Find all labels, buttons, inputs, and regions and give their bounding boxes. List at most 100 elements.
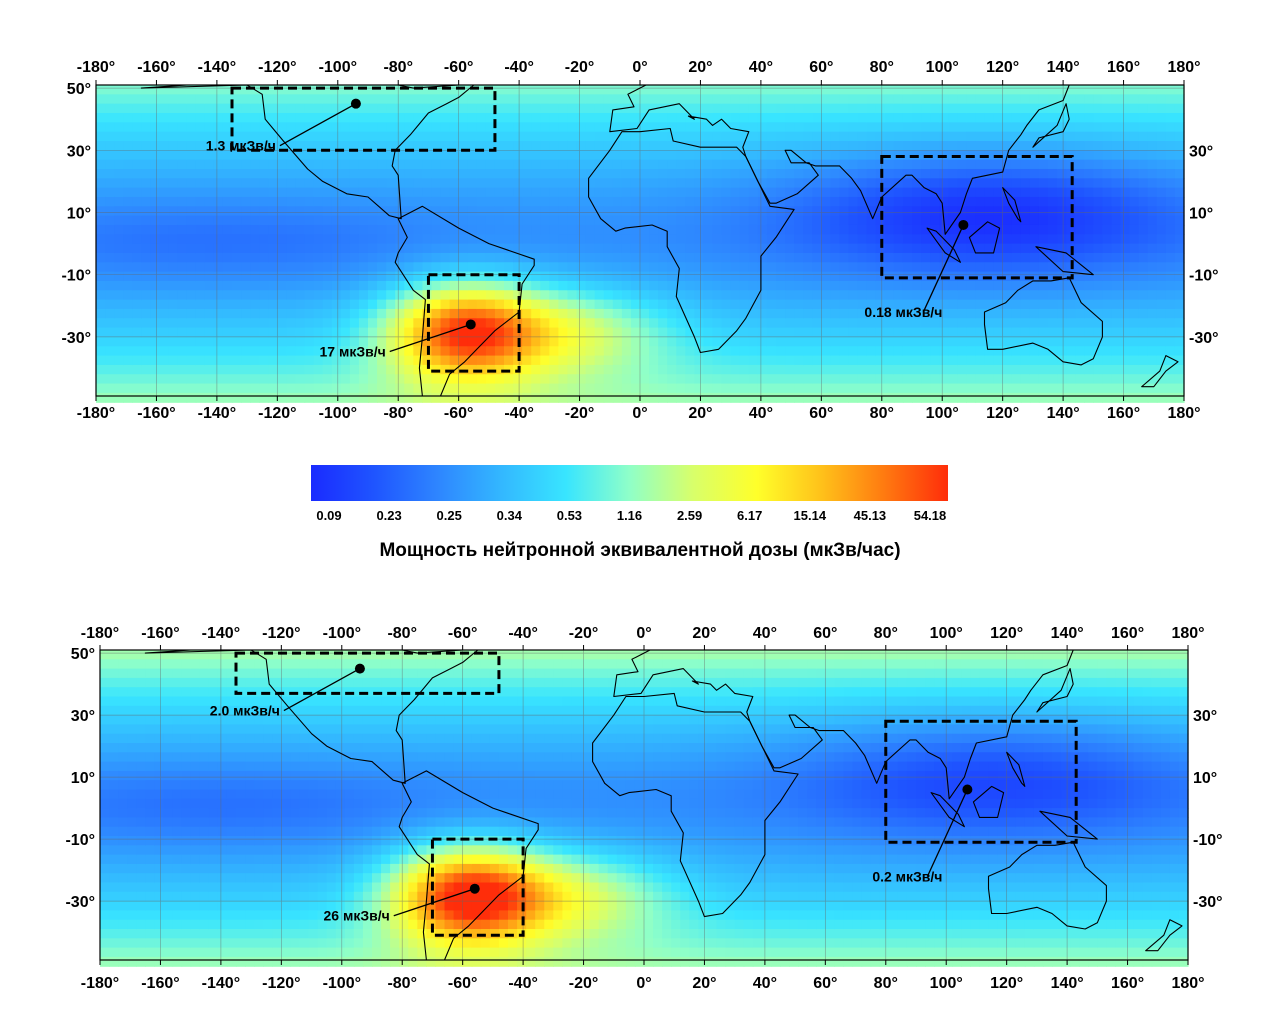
sample-point (469, 883, 480, 894)
lon-tick-label-top: -40° (504, 59, 534, 76)
lon-tick-label-top: 80° (870, 59, 894, 76)
lon-tick-label-top: -60° (444, 59, 474, 76)
colorbar-tick-label: 0.34 (496, 508, 522, 523)
region-box (880, 155, 1074, 280)
axis-ticks: -180° -180° -160° -160° -140° -140° -120° -120°… (61, 59, 1218, 422)
lon-tick-label-top: 40° (753, 625, 777, 642)
dose-value-label: 2.0 мкЗв/ч (210, 703, 280, 719)
lon-tick-label-bottom: -40° (508, 975, 538, 992)
lon-tick-label-bottom: 160° (1107, 405, 1140, 422)
lon-tick-label-bottom: -20° (565, 405, 595, 422)
lon-tick-label-bottom: -140° (198, 405, 236, 422)
lon-tick-label-top: 60° (813, 625, 837, 642)
lon-tick-label-top: -160° (141, 625, 179, 642)
lat-tick-label-right: -30° (1189, 330, 1219, 347)
sample-point (350, 98, 361, 109)
lat-tick-label-left: -10° (65, 832, 95, 849)
lon-tick-label-top: -120° (258, 59, 296, 76)
lat-tick-label-right: -10° (1193, 832, 1223, 849)
region-box (426, 273, 521, 373)
lon-tick-label-bottom: 20° (688, 405, 712, 422)
lon-tick-label-bottom: -100° (323, 975, 361, 992)
lon-tick-label-bottom: 120° (990, 975, 1023, 992)
graticule (96, 85, 1184, 396)
region-south-atlantic-anomaly: 26 мкЗв/ч (324, 837, 525, 937)
region-box (884, 719, 1078, 844)
lon-tick-label-bottom: 160° (1111, 975, 1144, 992)
colorbar (311, 465, 948, 501)
dose-value-label: 0.18 мкЗв/ч (864, 304, 942, 320)
colorbar-tick-label: 1.16 (616, 508, 643, 523)
lon-tick-label-bottom: 0° (636, 975, 651, 992)
dose-regions: 1.3 мкЗв/ч 17 мкЗв/ч 0.18 мкЗв/ч (206, 86, 1074, 373)
lon-tick-label-top: -160° (137, 59, 175, 76)
colorbar-tick-label: 15.14 (793, 508, 827, 523)
lon-tick-label-top: 140° (1051, 625, 1084, 642)
lon-tick-label-top: -20° (565, 59, 595, 76)
colorbar-tick-label: 0.09 (316, 508, 342, 523)
region-box (230, 86, 497, 152)
lat-tick-label-left: 30° (71, 708, 95, 725)
leader-line (283, 668, 361, 712)
lon-tick-label-top: -180° (81, 625, 119, 642)
lon-tick-label-bottom: 120° (986, 405, 1019, 422)
lon-tick-label-bottom: -80° (383, 405, 413, 422)
lon-tick-label-top: 80° (874, 625, 898, 642)
lon-tick-label-bottom: 20° (692, 975, 716, 992)
region-southeast-asia: 0.18 мкЗв/ч (864, 155, 1074, 320)
lon-tick-label-top: 160° (1111, 625, 1144, 642)
lat-tick-label-right: 10° (1193, 770, 1217, 787)
lon-tick-label-bottom: -120° (262, 975, 300, 992)
dose-value-label: 1.3 мкЗв/ч (206, 138, 276, 154)
lon-tick-label-top: 20° (692, 625, 716, 642)
lon-tick-label-bottom: 180° (1167, 405, 1200, 422)
lon-tick-label-bottom: 140° (1047, 405, 1080, 422)
lon-tick-label-bottom: 140° (1051, 975, 1084, 992)
lat-tick-label-right: 30° (1189, 143, 1213, 160)
colorbar-tick-label: 54.18 (913, 508, 947, 523)
lon-tick-label-top: 180° (1171, 625, 1204, 642)
dose-value-label: 17 мкЗв/ч (320, 343, 386, 359)
lat-tick-label-left: 50° (67, 81, 91, 98)
lat-tick-label-right: 10° (1189, 206, 1213, 223)
lat-tick-label-left: 50° (71, 646, 95, 663)
lon-tick-label-top: 100° (930, 625, 963, 642)
lon-tick-label-top: 160° (1107, 59, 1140, 76)
leader-line (389, 323, 471, 353)
lat-tick-label-left: -10° (61, 268, 91, 285)
lat-tick-label-left: 10° (67, 206, 91, 223)
lon-tick-label-bottom: -140° (202, 975, 240, 992)
lon-tick-label-top: 180° (1167, 59, 1200, 76)
lon-tick-label-top: -140° (202, 625, 240, 642)
leader-line (926, 789, 968, 877)
lon-tick-label-top: 40° (749, 59, 773, 76)
dose-value-label: 0.2 мкЗв/ч (872, 869, 942, 885)
lat-tick-label-left: -30° (65, 894, 95, 911)
map-panel-top: -180° -180° -160° -160° -140° -140° -120° -120°… (0, 0, 1280, 440)
colorbar-tick-label: 0.23 (376, 508, 402, 523)
lon-tick-label-top: 60° (809, 59, 833, 76)
sample-point (958, 219, 969, 230)
colorbar-tick-label: 6.17 (737, 508, 763, 523)
lon-tick-label-bottom: -60° (444, 405, 474, 422)
lon-tick-label-bottom: 40° (753, 975, 777, 992)
leader-line (279, 103, 357, 147)
region-box (234, 651, 501, 695)
lon-tick-label-top: -100° (323, 625, 361, 642)
lon-tick-label-top: 20° (688, 59, 712, 76)
lon-tick-label-bottom: 180° (1171, 975, 1204, 992)
lon-tick-label-bottom: 60° (809, 405, 833, 422)
lon-tick-label-bottom: -100° (319, 405, 357, 422)
region-north-america: 1.3 мкЗв/ч (206, 86, 497, 154)
dose-map-top: -180° -180° -160° -160° -140° -140° -120° -120°… (61, 59, 1218, 422)
dose-map-bottom: -180° -180° -160° -160° -140° -140° -120° -120°… (65, 625, 1223, 992)
lon-tick-label-bottom: 0° (632, 405, 647, 422)
lon-tick-label-top: 100° (926, 59, 959, 76)
sample-point (962, 784, 973, 795)
lon-tick-label-bottom: -80° (387, 975, 417, 992)
colorbar-tick-label: 0.53 (556, 508, 583, 523)
lon-tick-label-bottom: 80° (870, 405, 894, 422)
lon-tick-label-bottom: 40° (749, 405, 773, 422)
lon-tick-label-top: -80° (383, 59, 413, 76)
lon-tick-label-bottom: -120° (258, 405, 296, 422)
